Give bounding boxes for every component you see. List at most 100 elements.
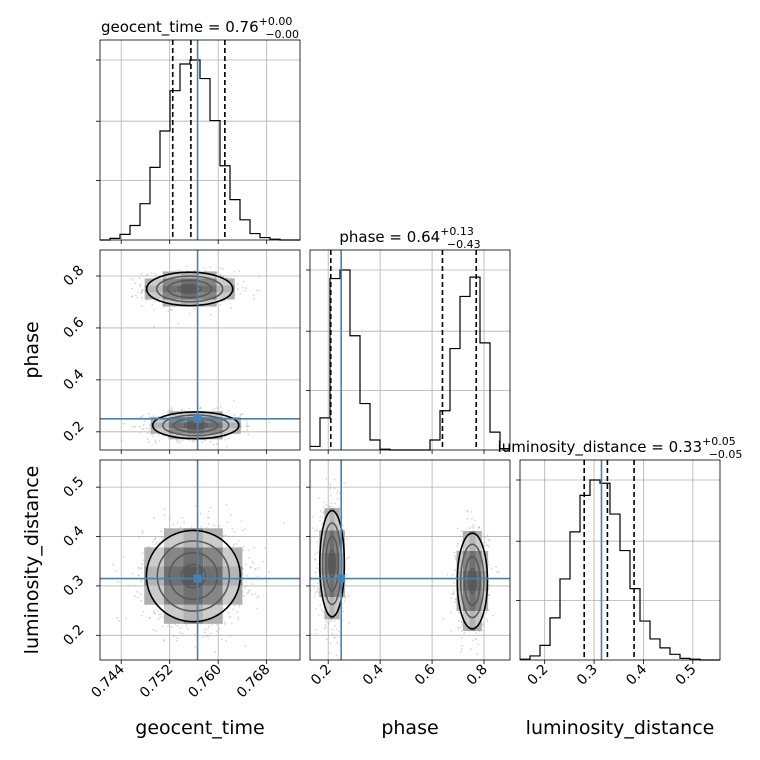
scatter-point [232, 399, 235, 402]
scatter-point [315, 632, 318, 635]
scatter-point [322, 506, 325, 508]
scatter-point [463, 632, 466, 634]
scatter-point [246, 422, 248, 425]
panel-2d-phase-vs-geocent_time [100, 250, 300, 450]
scatter-point [456, 527, 459, 530]
scatter-point [208, 516, 211, 519]
scatter-point [175, 639, 178, 642]
scatter-point [486, 534, 489, 537]
density-cell [198, 299, 217, 307]
scatter-point [261, 560, 264, 563]
scatter-point [255, 289, 258, 292]
scatter-point [137, 574, 140, 577]
scatter-point [486, 544, 488, 547]
scatter-point [179, 269, 182, 271]
scatter-point [333, 487, 336, 490]
scatter-point [343, 600, 346, 603]
scatter-point [140, 599, 143, 602]
panel-title-luminosity_distance: luminosity_distance = 0.33+0.05 −0.05 [498, 435, 743, 461]
scatter-point [337, 490, 339, 493]
scatter-point [136, 296, 139, 299]
scatter-point [239, 292, 242, 295]
scatter-point [153, 610, 155, 612]
scatter-point [209, 266, 212, 269]
contour-line [328, 549, 337, 579]
scatter-point [142, 611, 145, 613]
scatter-point [211, 408, 214, 411]
scatter-point [458, 620, 460, 622]
tick-label-luminosity_distance: 0.2 [60, 622, 87, 649]
density-cell [162, 292, 181, 300]
scatter-point [227, 410, 230, 412]
scatter-point [240, 413, 242, 416]
scatter-point [485, 611, 488, 614]
scatter-point [205, 635, 208, 637]
scatter-point [455, 597, 457, 600]
density-cell [469, 610, 476, 631]
hist-frame-luminosity_distance [519, 459, 721, 661]
density-cell [203, 547, 223, 567]
density-cell [162, 285, 181, 293]
scatter-point [162, 537, 164, 540]
title-main: phase = 0.64 [339, 228, 440, 246]
scatter-point [456, 542, 459, 545]
title-plus: +0.00 [259, 15, 293, 28]
scatter-point [334, 502, 336, 505]
scatter-point [161, 625, 164, 628]
scatter-point [329, 620, 332, 622]
scatter-point [233, 604, 236, 607]
scatter-point [311, 527, 314, 530]
scatter-point [346, 573, 349, 576]
scatter-point [136, 596, 139, 599]
scatter-point [154, 439, 157, 442]
scatter-point [327, 622, 330, 625]
frame-phase-vs-geocent_time [99, 249, 301, 451]
scatter-point [264, 546, 267, 549]
scatter-point [337, 630, 340, 633]
density-cell [481, 570, 489, 591]
tick-label-luminosity_distance: 0.4 [623, 661, 650, 688]
scatter-point [468, 527, 471, 529]
scatter-point [136, 291, 139, 294]
scatter-point [319, 510, 322, 513]
scatter-point [327, 621, 330, 623]
tick-label-geocent_time: 0.752 [137, 662, 177, 702]
scatter-point [158, 613, 161, 616]
scatter-point [172, 523, 175, 526]
scatter-point [229, 635, 231, 638]
scatter-point [348, 621, 351, 624]
x-axis-label-phase: phase [381, 717, 438, 739]
scatter-point [140, 290, 143, 293]
scatter-point [157, 434, 160, 437]
scatter-point [203, 631, 206, 634]
scatter-point [475, 637, 478, 640]
scatter-point [141, 552, 144, 555]
scatter-point [460, 650, 462, 653]
scatter-point [162, 434, 165, 437]
scatter-point [315, 607, 318, 610]
scatter-point [256, 607, 258, 610]
scatter-point [249, 566, 252, 569]
scatter-point [152, 415, 155, 418]
scatter-point [160, 536, 163, 539]
scatter-point [166, 411, 169, 414]
scatter-point [241, 413, 244, 415]
scatter-point [257, 276, 260, 278]
scatter-point [130, 287, 133, 290]
scatter-point [226, 521, 229, 524]
scatter-point [246, 424, 249, 427]
scatter-point [450, 611, 452, 614]
tick-label-phase: 0.2 [60, 418, 87, 445]
scatter-point [321, 522, 323, 525]
panel-title-phase: phase = 0.64+0.13 −0.43 [339, 225, 480, 251]
scatter-point [328, 652, 331, 655]
frame-luminosity_distance-vs-geocent_time [99, 459, 301, 661]
hist-panel-geocent_time [100, 40, 300, 241]
scatter-point [247, 425, 250, 428]
scatter-point [129, 277, 132, 280]
scatter-point [333, 620, 336, 623]
scatter-point [145, 427, 148, 430]
scatter-point [222, 534, 225, 537]
scatter-point [179, 526, 182, 528]
